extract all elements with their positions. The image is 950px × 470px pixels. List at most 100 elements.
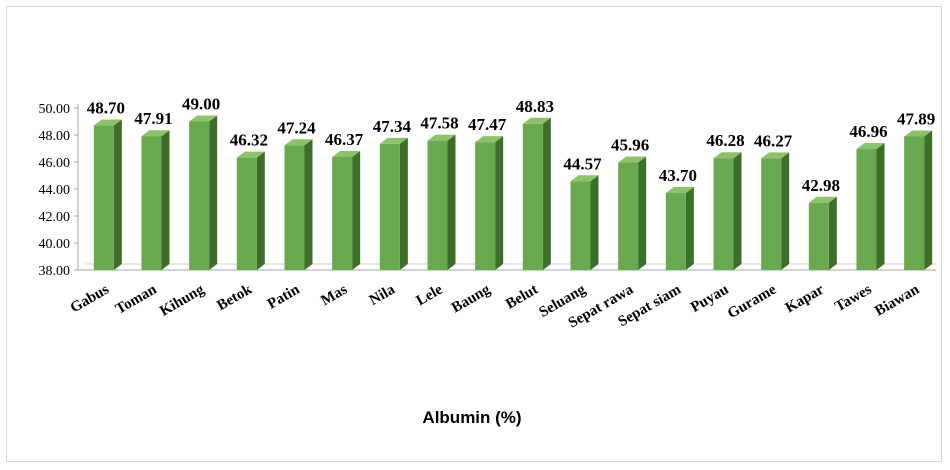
chart-axes: 38.00 40.00 42.00 44.00 46.00 48.00 50.00 xyxy=(39,102,936,279)
bar-side xyxy=(113,119,122,270)
bar-gabus xyxy=(93,119,122,270)
data-label: 46.32 xyxy=(230,131,268,150)
bar-gurame xyxy=(761,152,790,270)
bar-top xyxy=(236,151,265,158)
bar-top xyxy=(665,187,694,194)
bar-top xyxy=(379,137,408,144)
bar-top xyxy=(761,152,790,159)
x-tick-label: Betok xyxy=(214,281,255,314)
y-tick-label: 40.00 xyxy=(39,237,71,252)
bar-side xyxy=(542,117,551,270)
bar-side xyxy=(876,143,885,270)
bar-top xyxy=(93,119,122,126)
data-label: 47.47 xyxy=(468,115,507,134)
bar-side xyxy=(781,152,790,270)
y-tick-label: 46.00 xyxy=(39,156,71,171)
data-label: 48.70 xyxy=(87,99,125,118)
bar-baung xyxy=(475,136,504,270)
bar-side xyxy=(161,130,170,270)
bar-top xyxy=(475,136,504,143)
bar-side xyxy=(685,187,694,270)
x-tick-label: Gurame xyxy=(725,281,779,322)
bar-front xyxy=(189,121,210,270)
x-tick-label: Puyau xyxy=(688,282,731,316)
data-label: 42.98 xyxy=(802,176,840,195)
bar-side xyxy=(352,151,361,270)
bar-side xyxy=(638,156,647,270)
bar-top xyxy=(141,130,170,137)
bar-front xyxy=(141,136,162,270)
bar-side xyxy=(447,134,456,270)
x-tick-label: Belut xyxy=(503,282,541,313)
bar-front xyxy=(856,149,877,270)
bar-sepat-rawa xyxy=(618,156,647,270)
x-tick-label: Kapar xyxy=(783,281,827,316)
data-label: 45.96 xyxy=(611,136,649,155)
bar-top xyxy=(904,130,933,137)
bar-front xyxy=(522,123,543,270)
bar-top xyxy=(427,134,456,141)
data-label: 48.83 xyxy=(516,97,554,116)
data-label: 43.70 xyxy=(659,166,697,185)
bar-side xyxy=(733,152,742,270)
data-label: 47.91 xyxy=(134,109,172,128)
data-label: 47.34 xyxy=(373,117,412,136)
bar-side xyxy=(828,196,837,270)
x-tick-label: Kihung xyxy=(157,281,207,319)
bar-front xyxy=(904,136,925,270)
data-label: 46.27 xyxy=(754,131,793,150)
bar-side xyxy=(399,137,408,270)
bar-top xyxy=(713,152,742,159)
x-tick-label: Patin xyxy=(265,281,303,312)
bar-top xyxy=(522,117,551,124)
data-label: 47.58 xyxy=(420,114,458,133)
bar-belut xyxy=(522,117,551,270)
x-tick-label: Lele xyxy=(414,281,446,309)
bar-mas xyxy=(332,151,361,270)
x-tick-label: Tawes xyxy=(832,282,874,316)
data-label: 49.00 xyxy=(182,95,220,114)
bar-tawes xyxy=(856,143,885,270)
bar-lele xyxy=(427,134,456,270)
data-label: 47.89 xyxy=(897,109,935,128)
bar-top xyxy=(284,139,313,146)
bar-front xyxy=(570,181,591,270)
data-label: 44.57 xyxy=(563,154,602,173)
x-tick-label: Biawan xyxy=(872,281,922,319)
data-label: 46.37 xyxy=(325,130,364,149)
bar-top xyxy=(618,156,647,163)
y-tick-label: 48.00 xyxy=(39,129,71,144)
bar-top xyxy=(808,196,837,203)
bar-side xyxy=(590,175,599,270)
data-label: 47.24 xyxy=(277,118,316,137)
x-tick-label: Baung xyxy=(449,281,494,316)
bar-side xyxy=(256,151,265,270)
bar-front xyxy=(618,162,639,270)
bar-front xyxy=(332,157,353,270)
bar-front xyxy=(713,158,734,270)
bar-top xyxy=(856,143,885,150)
bar-side xyxy=(209,115,218,270)
bar-front xyxy=(379,143,400,270)
y-tick-label: 38.00 xyxy=(39,264,71,279)
bar-front xyxy=(236,157,257,270)
bar-front xyxy=(665,193,686,270)
bar-front xyxy=(475,142,496,270)
chart-data-labels: 48.70 47.91 49.00 46.32 47.24 46.37 47.34 47.58… xyxy=(87,95,936,195)
bar-patin xyxy=(284,139,313,270)
bar-seluang xyxy=(570,175,599,270)
bar-side xyxy=(304,139,313,270)
bar-front xyxy=(284,145,305,270)
bar-side xyxy=(924,130,933,270)
x-axis-title: Albumin (%) xyxy=(422,408,521,427)
bar-top xyxy=(332,151,361,158)
x-tick-label: Nila xyxy=(367,281,399,308)
x-tick-label: Mas xyxy=(318,282,350,310)
y-tick-label: 50.00 xyxy=(39,102,71,117)
y-tick-label: 42.00 xyxy=(39,210,71,225)
x-tick-label: Toman xyxy=(113,281,160,317)
data-label: 46.28 xyxy=(706,131,744,150)
x-tick-label: Gabus xyxy=(68,282,112,317)
bar-top xyxy=(189,115,218,122)
